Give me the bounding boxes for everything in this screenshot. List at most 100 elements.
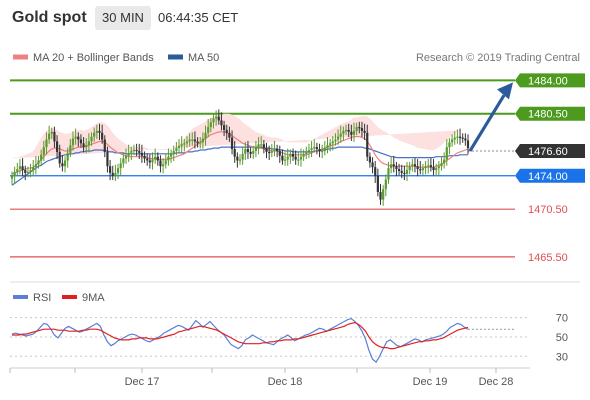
candle [16, 169, 19, 172]
candle [130, 150, 133, 153]
candle [321, 150, 324, 153]
candle [180, 144, 183, 147]
candle [127, 152, 130, 156]
candle [167, 156, 170, 161]
candle [140, 152, 144, 156]
candle [204, 132, 207, 139]
candle [228, 132, 231, 138]
candle [164, 160, 167, 165]
candle [299, 156, 303, 160]
level-tag-1484.00 [515, 73, 585, 88]
candle [238, 159, 242, 161]
candle [201, 138, 204, 143]
candle [108, 166, 112, 173]
candle [466, 140, 470, 149]
rsi-9ma-line [12, 321, 469, 350]
candle [291, 153, 295, 157]
candle [289, 153, 292, 157]
candle [40, 154, 43, 161]
candle [456, 136, 459, 138]
candle [339, 133, 342, 137]
level-label-1480.50: 1480.50 [528, 109, 568, 121]
candle [93, 132, 96, 137]
research-credit: Research © 2019 Trading Central [416, 52, 580, 64]
candle [236, 156, 239, 161]
candle [74, 136, 77, 139]
candle [352, 130, 356, 135]
candle [461, 137, 464, 139]
timeframe-button[interactable]: 30 MIN [95, 6, 151, 30]
candle [169, 153, 173, 157]
candle [220, 120, 223, 126]
candle [347, 129, 350, 132]
candle [429, 165, 432, 168]
candle [114, 172, 117, 176]
candle [177, 146, 181, 149]
candle [368, 156, 372, 163]
candle [464, 138, 467, 141]
x-tick-label: Dec 17 [125, 376, 160, 388]
legend-ma50-label: MA 50 [188, 52, 219, 64]
candle [193, 139, 197, 142]
candle [344, 129, 348, 132]
candle [183, 143, 186, 145]
candle [443, 159, 446, 164]
candle [116, 168, 120, 173]
candle [172, 150, 175, 154]
level-label-1465.50: 1465.50 [528, 252, 568, 264]
candle [71, 138, 75, 146]
candle [326, 145, 329, 149]
candle [122, 158, 125, 164]
candle [276, 149, 279, 151]
candle [432, 167, 435, 171]
candle [199, 142, 202, 144]
candle [387, 168, 390, 180]
candle [159, 160, 162, 167]
candle [58, 151, 61, 164]
candle [376, 175, 379, 192]
candle [55, 141, 59, 152]
candle [400, 171, 403, 173]
candle [48, 133, 51, 140]
forecast-arrow-head [497, 82, 513, 100]
candle [421, 168, 425, 171]
rsi-tick-label: 70 [556, 313, 568, 325]
candle [260, 144, 263, 146]
candle [379, 192, 382, 200]
candle [215, 116, 218, 119]
candle [29, 170, 32, 172]
candle [437, 166, 440, 169]
candle [453, 137, 456, 140]
candle [207, 127, 210, 133]
candle [24, 170, 27, 173]
candle [154, 156, 157, 160]
candle [69, 145, 72, 153]
candle [297, 159, 300, 161]
candle [225, 129, 228, 133]
candle [382, 189, 385, 200]
candle [175, 148, 178, 151]
x-tick-label: Dec 28 [479, 376, 514, 388]
level-tag-1480.50 [515, 106, 585, 121]
candle [85, 145, 88, 148]
candle [230, 137, 234, 150]
candle [411, 164, 414, 167]
timestamp: 06:44:35 CET [158, 10, 239, 25]
candle [363, 130, 366, 133]
candle [283, 159, 287, 161]
candle [63, 160, 67, 167]
candle [101, 132, 104, 140]
candle [61, 163, 64, 167]
candle [106, 151, 109, 167]
candle [307, 150, 311, 152]
candle [32, 167, 35, 171]
candle [191, 139, 194, 141]
candle [334, 139, 337, 142]
candle [342, 130, 345, 134]
candle [270, 150, 273, 153]
candle [323, 148, 326, 151]
candle [281, 155, 284, 161]
candle [26, 171, 30, 174]
candle [302, 153, 305, 157]
candle [448, 142, 451, 148]
